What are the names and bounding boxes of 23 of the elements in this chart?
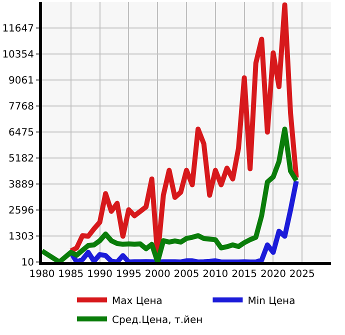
x-tick-label: 2025: [289, 269, 315, 280]
x-tick-label: 1985: [58, 269, 84, 280]
y-tick-label: 9061: [8, 76, 34, 86]
y-tick-label: 5182: [8, 154, 34, 164]
y-tick-label: 7768: [8, 102, 34, 112]
x-tick-label: 2000: [144, 269, 170, 280]
y-tick-label: 10: [21, 258, 34, 268]
y-tick-label: 3889: [8, 180, 34, 190]
y-tick-label: 10354: [2, 50, 34, 60]
x-tick-label: 2020: [260, 269, 286, 280]
legend-label: Max Цена: [112, 296, 162, 307]
x-tick-label: 1990: [87, 269, 113, 280]
y-tick-label: 1303: [8, 232, 34, 242]
legend-label: Сред.Цена, т.йен: [112, 314, 203, 326]
x-tick-label: 2005: [174, 269, 200, 280]
y-tick-label: 6475: [8, 128, 34, 138]
x-tick-label: 2010: [202, 269, 228, 280]
x-tick-label: 1995: [116, 269, 142, 280]
y-tick-label: 2596: [8, 206, 34, 216]
x-tick-label: 1980: [29, 269, 55, 280]
x-tick-label: 2015: [232, 269, 258, 280]
y-tick-label: 11647: [2, 24, 34, 34]
legend-label: Min Цена: [248, 296, 296, 307]
